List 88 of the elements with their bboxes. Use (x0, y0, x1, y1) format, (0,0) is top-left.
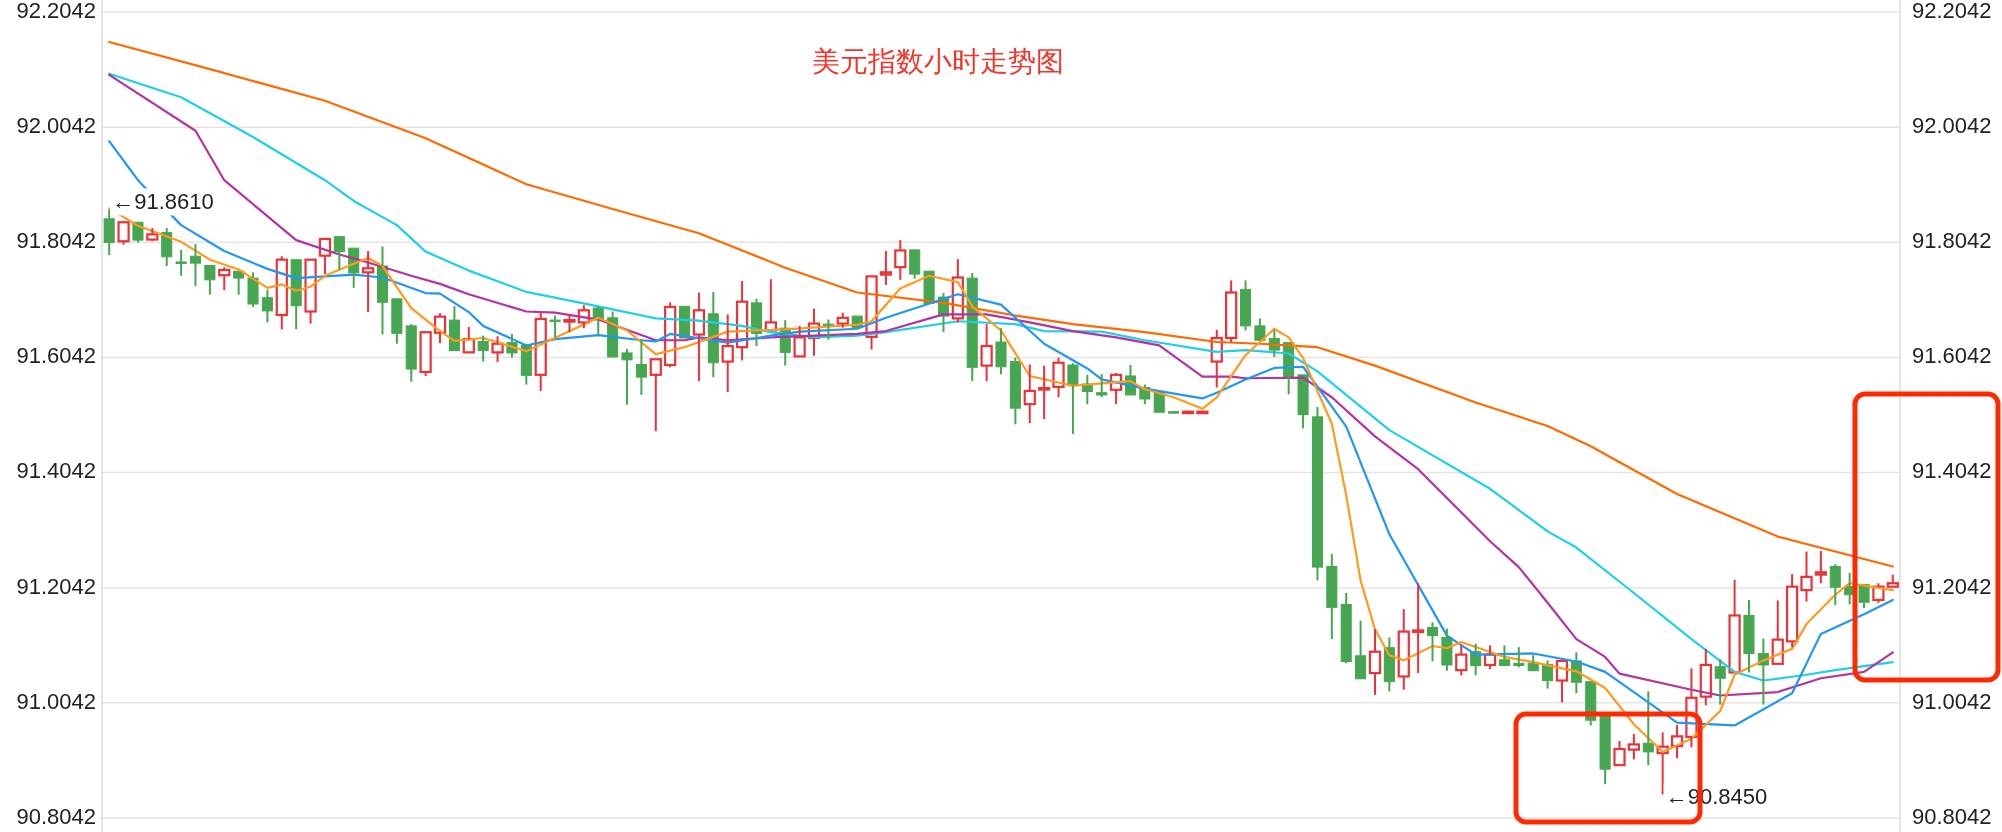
y-tick-label: 91.8042 (16, 228, 96, 254)
candlestick (793, 324, 806, 358)
candlestick (1627, 733, 1641, 761)
candlestick (1785, 573, 1799, 649)
y-tick-label: 90.8042 (16, 803, 96, 829)
candlestick (1311, 406, 1323, 582)
candlestick (175, 248, 187, 277)
candlestick (361, 250, 375, 314)
candlestick (909, 249, 921, 280)
candlestick (117, 221, 130, 246)
y-tick-label: 91.2042 (16, 573, 96, 599)
candlestick (692, 291, 706, 383)
candlestick (233, 270, 245, 296)
candlestick (1699, 647, 1712, 707)
candlestick (103, 208, 115, 257)
y-tick-label: 92.0042 (16, 112, 96, 138)
candlestick (534, 311, 547, 392)
candlestick (304, 258, 317, 325)
candlestick (1038, 364, 1051, 421)
candlestick (1886, 573, 1899, 588)
candlestick (621, 347, 633, 406)
candlestick (1743, 598, 1755, 674)
y2-tick-label: 92.0042 (1912, 112, 1992, 138)
candlestick (1498, 644, 1510, 667)
candlestick (1441, 627, 1453, 672)
candlestick (1153, 392, 1165, 413)
text: 美元指数小时走势图 (812, 46, 1064, 78)
y2-tick-label: 92.2042 (1912, 0, 1992, 23)
candlestick (1067, 362, 1079, 436)
candlestick (391, 298, 403, 345)
candlestick (189, 243, 202, 288)
candlestick (333, 236, 345, 271)
candlestick (218, 266, 231, 292)
candlestick (1023, 363, 1036, 425)
y-tick-label: 91.6042 (16, 343, 96, 369)
candlestick (1397, 608, 1410, 691)
candlestick (649, 358, 662, 433)
candlestick (1527, 654, 1539, 672)
candlestick (405, 323, 417, 383)
candlestick (1355, 619, 1367, 680)
candlestick (1368, 628, 1382, 696)
candlestick (204, 264, 216, 296)
y-tick-label: 91.0042 (16, 688, 96, 714)
candlestick (1412, 582, 1425, 675)
candlestick (879, 250, 893, 286)
candlestick (721, 313, 734, 394)
candlestick (1009, 356, 1021, 426)
y2-tick-label: 91.2042 (1912, 573, 1992, 599)
candlestick (247, 271, 259, 308)
candlestick (1800, 550, 1813, 603)
candlestick (491, 335, 504, 364)
y2-tick-label: 91.4042 (1912, 458, 1992, 484)
candlestick (1829, 563, 1841, 607)
candlestick (980, 323, 993, 383)
candlestick (1426, 621, 1439, 663)
annotation: ←91.8610 (112, 189, 214, 215)
candlestick (1714, 658, 1726, 706)
y2-tick-label: 91.6042 (1912, 343, 1992, 369)
candlestick (419, 331, 432, 377)
candlestick (1599, 715, 1611, 786)
candlestick (1254, 317, 1266, 341)
y2-tick-label: 90.8042 (1912, 803, 1992, 829)
candlestick (995, 327, 1007, 376)
candlestick (1455, 644, 1468, 677)
candlestick (1728, 578, 1741, 674)
candlestick (1052, 356, 1065, 399)
candlestick (1814, 549, 1828, 585)
candlestick (261, 288, 273, 324)
candlestick (1613, 739, 1626, 767)
candlestick (448, 305, 460, 352)
candlestick (1225, 279, 1238, 343)
candlestick (1297, 374, 1309, 430)
candlestick (1642, 690, 1654, 767)
candlestick (290, 259, 302, 331)
line-series (108, 207, 1894, 754)
y-tick-label: 92.2042 (16, 0, 96, 23)
candlestick (635, 338, 647, 396)
y2-tick-label: 91.0042 (1912, 688, 1992, 714)
candlestick (1168, 411, 1180, 414)
y2-tick-label: 91.8042 (1912, 228, 1992, 254)
candlestick (563, 313, 576, 334)
line-series (108, 40, 1894, 568)
y-tick-label: 91.4042 (16, 458, 96, 484)
candlestick (894, 239, 907, 281)
candlestick (1383, 636, 1395, 693)
candlestick (1326, 552, 1338, 641)
candlestick (836, 311, 849, 329)
candlestick (1196, 410, 1209, 415)
